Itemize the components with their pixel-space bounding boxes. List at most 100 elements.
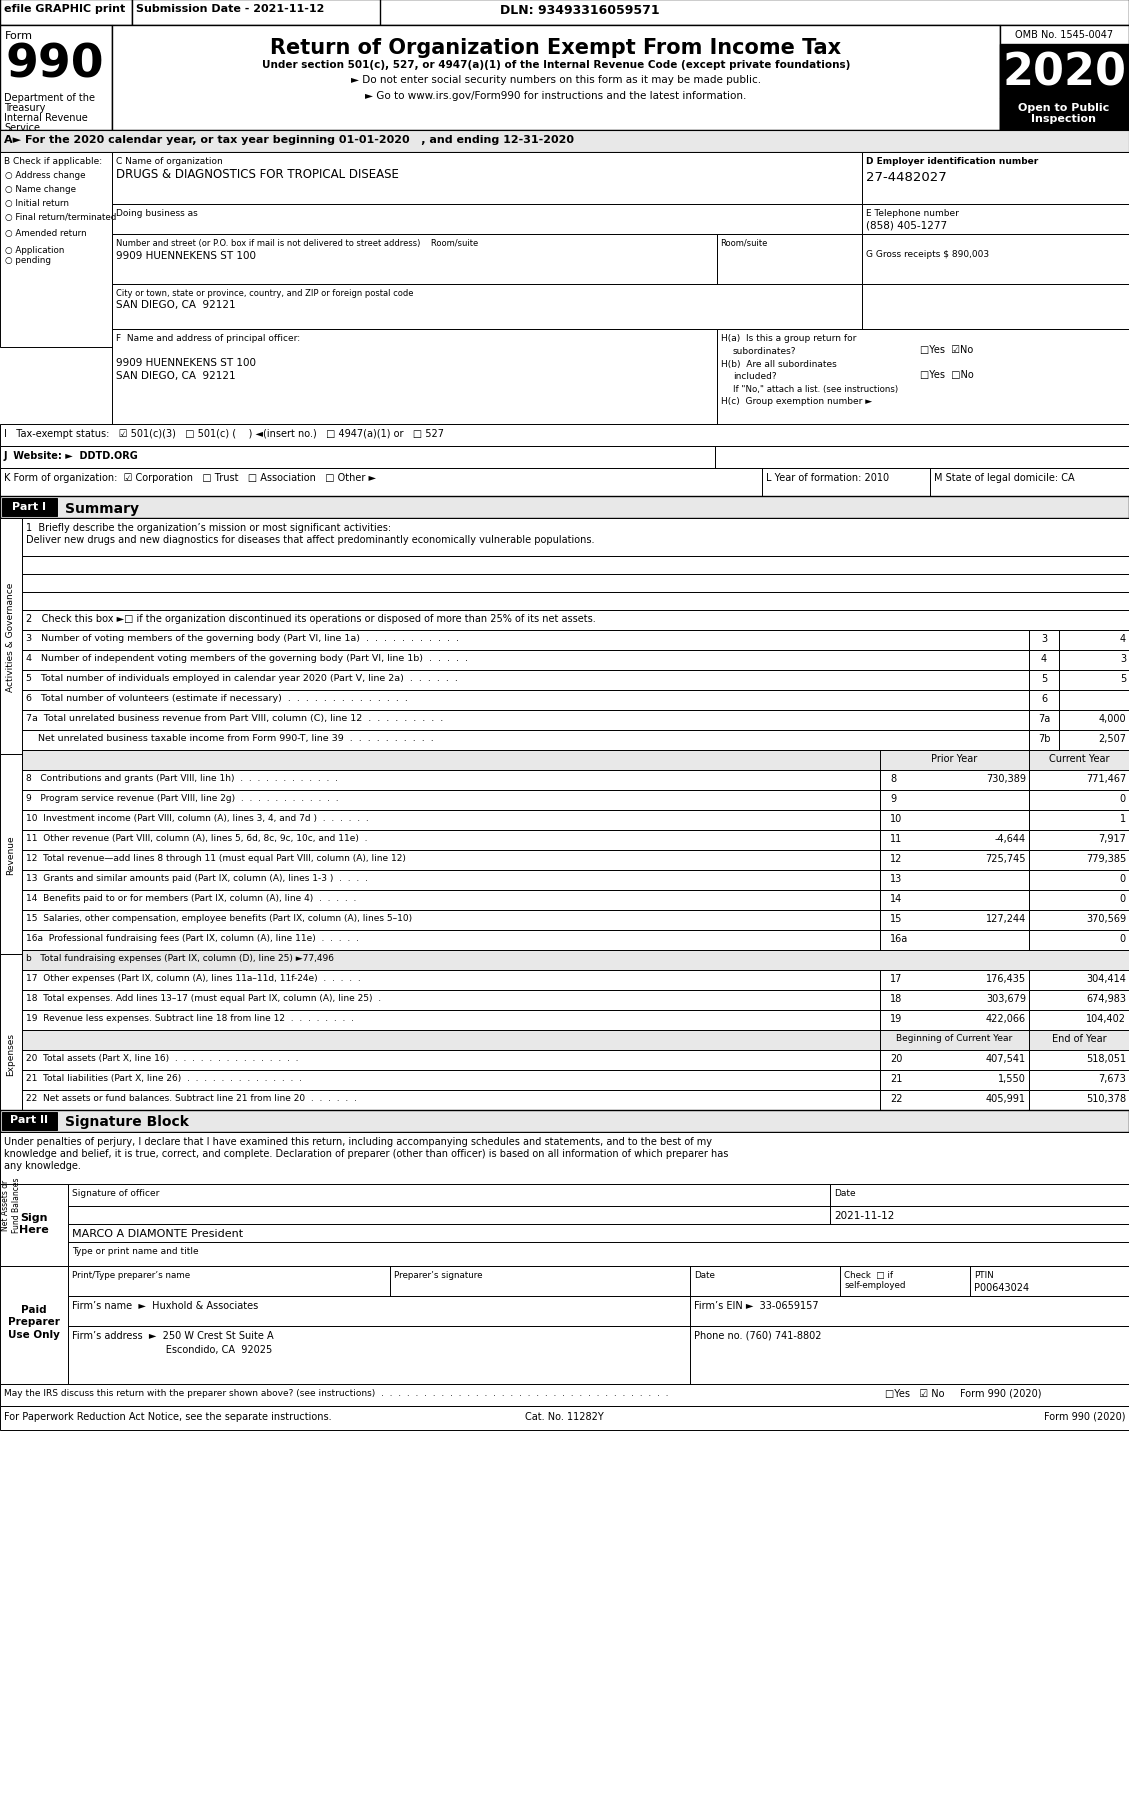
- Text: 6: 6: [1041, 694, 1047, 703]
- Bar: [1029, 1090, 1129, 1109]
- Text: 990: 990: [5, 42, 104, 87]
- Bar: [0, 25, 112, 130]
- Text: 510,378: 510,378: [1086, 1093, 1126, 1104]
- Text: 303,679: 303,679: [986, 994, 1026, 1003]
- Bar: [879, 811, 1029, 831]
- Text: Under section 501(c), 527, or 4947(a)(1) of the Internal Revenue Code (except pr: Under section 501(c), 527, or 4947(a)(1)…: [262, 60, 850, 70]
- Bar: [112, 235, 717, 286]
- Text: M State of legal domicile: CA: M State of legal domicile: CA: [934, 473, 1075, 482]
- Text: 370,569: 370,569: [1086, 914, 1126, 923]
- Text: 8   Contributions and grants (Part VIII, line 1h)  .  .  .  .  .  .  .  .  .  . : 8 Contributions and grants (Part VIII, l…: [26, 773, 338, 782]
- Text: 15  Salaries, other compensation, employee benefits (Part IX, column (A), lines : 15 Salaries, other compensation, employe…: [26, 914, 412, 923]
- Bar: [863, 204, 1129, 235]
- Text: A► For the 2020 calendar year, or tax year beginning 01-01-2020   , and ending 1: A► For the 2020 calendar year, or tax ye…: [5, 136, 574, 145]
- Text: DRUGS & DIAGNOSTICS FOR TROPICAL DISEASE: DRUGS & DIAGNOSTICS FOR TROPICAL DISEASE: [116, 168, 399, 181]
- Text: (858) 405-1277: (858) 405-1277: [866, 220, 947, 229]
- Text: 730,389: 730,389: [986, 773, 1026, 784]
- Bar: [21, 1010, 879, 1030]
- Text: Paid
Preparer
Use Only: Paid Preparer Use Only: [8, 1305, 60, 1339]
- Bar: [879, 1070, 1029, 1090]
- Bar: [879, 911, 1029, 931]
- Text: PTIN: PTIN: [974, 1270, 994, 1279]
- Text: H(b)  Are all subordinates: H(b) Are all subordinates: [721, 360, 837, 369]
- Bar: [0, 1406, 1129, 1429]
- Text: Sign
Here: Sign Here: [19, 1212, 49, 1234]
- Bar: [21, 931, 879, 950]
- Text: 9: 9: [890, 793, 896, 804]
- Text: 12  Total revenue—add lines 8 through 11 (must equal Part VIII, column (A), line: 12 Total revenue—add lines 8 through 11 …: [26, 853, 405, 862]
- Bar: [879, 891, 1029, 911]
- Text: 725,745: 725,745: [986, 853, 1026, 864]
- Bar: [112, 286, 863, 331]
- Text: Part I: Part I: [12, 502, 46, 511]
- Text: 1  Briefly describe the organization’s mission or most significant activities:: 1 Briefly describe the organization’s mi…: [26, 522, 391, 533]
- Text: 7,673: 7,673: [1099, 1073, 1126, 1084]
- Text: Open to Public: Open to Public: [1018, 103, 1110, 112]
- Text: □Yes  □No: □Yes □No: [920, 370, 973, 379]
- Bar: [1029, 911, 1129, 931]
- Text: ○ pending: ○ pending: [5, 257, 51, 266]
- Text: Service: Service: [5, 123, 40, 134]
- Bar: [1059, 651, 1129, 670]
- Bar: [879, 770, 1029, 791]
- Text: SAN DIEGO, CA  92121: SAN DIEGO, CA 92121: [116, 300, 236, 309]
- Text: knowledge and belief, it is true, correct, and complete. Declaration of preparer: knowledge and belief, it is true, correc…: [5, 1149, 728, 1158]
- Text: ► Do not enter social security numbers on this form as it may be made public.: ► Do not enter social security numbers o…: [351, 74, 761, 85]
- Text: 5: 5: [1041, 674, 1047, 683]
- Text: For Paperwork Reduction Act Notice, see the separate instructions.: For Paperwork Reduction Act Notice, see …: [5, 1411, 332, 1422]
- Bar: [21, 891, 879, 911]
- Text: Form: Form: [5, 31, 33, 42]
- Text: If "No," attach a list. (see instructions): If "No," attach a list. (see instruction…: [733, 385, 899, 394]
- Bar: [21, 593, 1129, 611]
- Bar: [0, 1155, 21, 1254]
- Text: 176,435: 176,435: [986, 974, 1026, 983]
- Text: 13: 13: [890, 873, 902, 884]
- Bar: [21, 990, 879, 1010]
- Text: 422,066: 422,066: [986, 1014, 1026, 1023]
- Bar: [21, 710, 1029, 730]
- Text: 11: 11: [890, 833, 902, 844]
- Text: Submission Date - 2021-11-12: Submission Date - 2021-11-12: [135, 4, 324, 14]
- Bar: [1029, 770, 1129, 791]
- Bar: [1059, 730, 1129, 750]
- Bar: [1029, 791, 1129, 811]
- Text: 0: 0: [1120, 934, 1126, 943]
- Bar: [21, 750, 1129, 770]
- Bar: [1000, 25, 1129, 130]
- Bar: [1029, 970, 1129, 990]
- Text: Net Assets or
Fund Balances: Net Assets or Fund Balances: [1, 1176, 21, 1232]
- Text: Summary: Summary: [65, 502, 139, 515]
- Bar: [0, 954, 21, 1155]
- Bar: [1059, 631, 1129, 651]
- Bar: [863, 154, 1129, 204]
- Bar: [1029, 811, 1129, 831]
- Text: Room/suite: Room/suite: [720, 239, 768, 248]
- Bar: [68, 1184, 830, 1225]
- Text: Check  □ if: Check □ if: [844, 1270, 893, 1279]
- Text: Firm’s name  ►  Huxhold & Associates: Firm’s name ► Huxhold & Associates: [72, 1301, 259, 1310]
- Text: 19  Revenue less expenses. Subtract line 18 from line 12  .  .  .  .  .  .  .  .: 19 Revenue less expenses. Subtract line …: [26, 1014, 355, 1023]
- Bar: [68, 1326, 1129, 1384]
- Text: 2021-11-12: 2021-11-12: [834, 1211, 894, 1220]
- Text: E Telephone number: E Telephone number: [866, 210, 959, 219]
- Text: 518,051: 518,051: [1086, 1053, 1126, 1063]
- Text: L Year of formation: 2010: L Year of formation: 2010: [765, 473, 890, 482]
- Text: 3   Number of voting members of the governing body (Part VI, line 1a)  .  .  .  : 3 Number of voting members of the govern…: [26, 634, 460, 643]
- Text: self-employed: self-employed: [844, 1281, 905, 1288]
- Text: 17  Other expenses (Part IX, column (A), lines 11a–11d, 11f-24e)  .  .  .  .  .: 17 Other expenses (Part IX, column (A), …: [26, 974, 361, 983]
- Text: ► Go to www.irs.gov/Form990 for instructions and the latest information.: ► Go to www.irs.gov/Form990 for instruct…: [366, 90, 746, 101]
- Bar: [0, 468, 1129, 497]
- Bar: [1029, 710, 1059, 730]
- Text: 18  Total expenses. Add lines 13–17 (must equal Part IX, column (A), line 25)  .: 18 Total expenses. Add lines 13–17 (must…: [26, 994, 382, 1003]
- Bar: [21, 575, 1129, 593]
- Text: 127,244: 127,244: [986, 914, 1026, 923]
- Bar: [0, 1184, 68, 1267]
- Bar: [68, 1225, 1129, 1267]
- Text: MARCO A DIAMONTE President: MARCO A DIAMONTE President: [72, 1229, 243, 1238]
- Bar: [21, 690, 1029, 710]
- Text: Firm’s EIN ►  33-0659157: Firm’s EIN ► 33-0659157: [694, 1301, 819, 1310]
- Text: 10: 10: [890, 813, 902, 824]
- Text: Number and street (or P.O. box if mail is not delivered to street address)    Ro: Number and street (or P.O. box if mail i…: [116, 239, 479, 248]
- Bar: [21, 651, 1029, 670]
- Text: 5   Total number of individuals employed in calendar year 2020 (Part V, line 2a): 5 Total number of individuals employed i…: [26, 674, 458, 683]
